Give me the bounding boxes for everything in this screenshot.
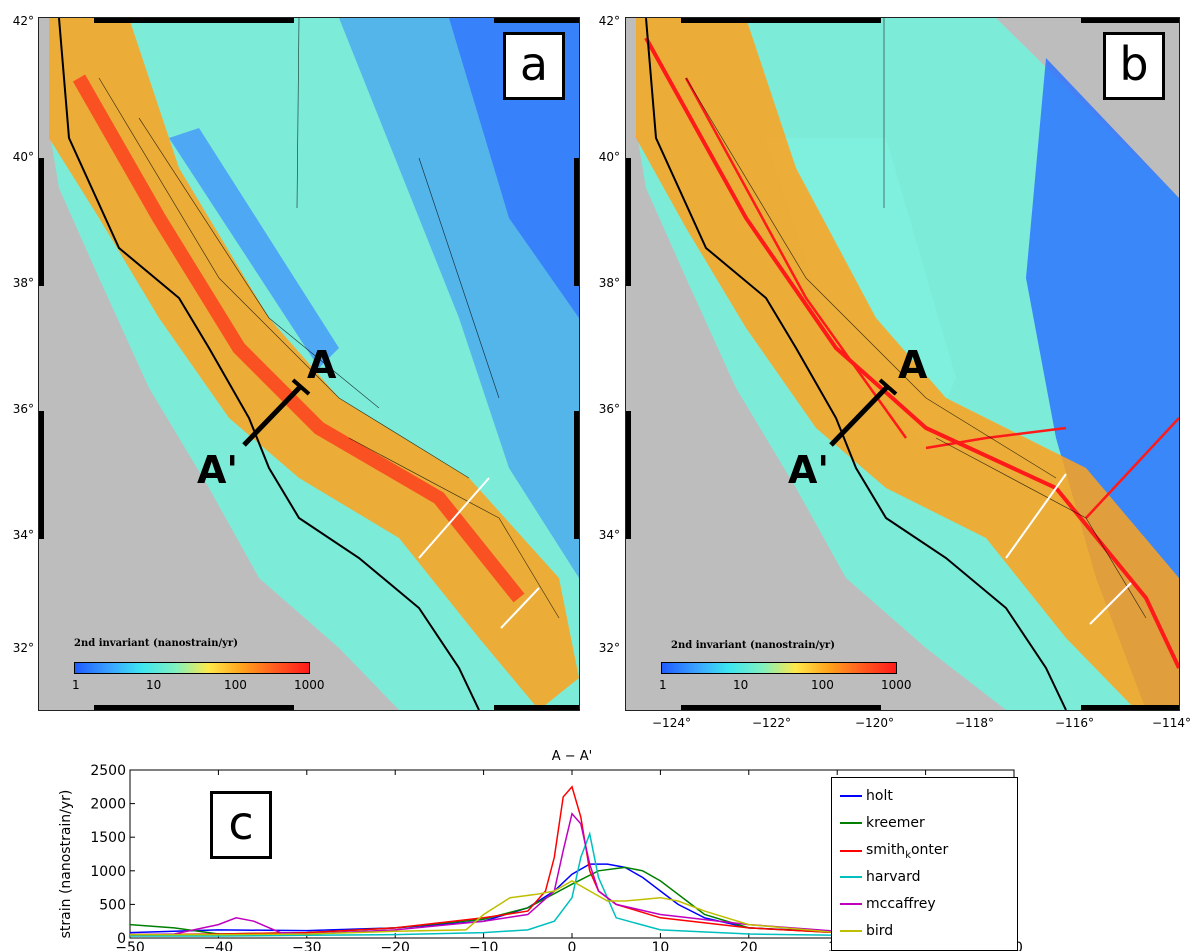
legend-item: mccaffrey [840,896,936,912]
frame-bar-bottom-1 [681,705,881,710]
y-tick-label: 500 [99,897,126,913]
frame-bar-right-1 [574,158,579,286]
chart-legend: holt kreemer smithkonter harvard mccaffrey bi… [831,777,1018,951]
frame-bar-left-1 [39,158,44,286]
colorbar-gradient [661,662,897,674]
series-line-mccaffrey [129,812,1015,936]
lon-label: −122° [752,716,791,730]
profile-label-end: A' [197,448,239,492]
x-tick-label: −40 [204,940,234,951]
map-panel-b: b A A' 2nd invariant (nanostrain/yr) 1 1… [625,17,1180,711]
lat-label: 32° [598,641,620,655]
legend-swatch [840,822,862,824]
frame-bar-right-2 [574,411,579,539]
x-tick-label: −30 [292,940,322,951]
frame-bar-left-2 [626,411,631,539]
y-tick-label: 1000 [90,864,126,880]
x-tick-label: 10 [651,940,669,951]
frame-bar-top-1 [94,18,294,23]
lat-label: 34° [12,528,34,542]
lat-label: 42° [12,14,34,28]
panel-letter-b: b [1103,32,1165,100]
chart-title: A − A' [552,749,593,764]
frame-bar-top-1 [681,18,881,23]
series-line-bird [130,880,1015,936]
legend-label: kreemer [866,815,925,831]
strain-map-b [636,18,1179,710]
colorbar-tick: 100 [811,678,834,692]
legend-swatch [840,876,862,878]
legend-swatch [840,795,862,797]
legend-item: kreemer [840,815,925,831]
panel-letter-a: a [503,32,565,100]
lon-label: −124° [652,716,691,730]
legend-item: harvard [840,869,920,885]
lon-label: −116° [1055,716,1094,730]
lon-label: −114° [1152,716,1191,730]
legend-label: mccaffrey [866,896,936,912]
x-tick-label: −50 [115,940,145,951]
y-axis-label: strain (nanostrain/yr) [58,790,74,939]
colorbar-tick: 10 [146,678,162,692]
lat-label: 42° [598,14,620,28]
strain-map-a [49,18,579,710]
lat-label: 32° [12,641,34,655]
lat-label: 40° [12,150,34,164]
map-panel-a: a A A' 2nd invariant (nanostrain/yr) 1 1… [38,17,580,711]
profile-chart: A − A' strain (nanostrain/yr) −50 −40 −30 −20… [58,749,1023,951]
legend-label: harvard [866,869,921,885]
colorbar-title: 2nd invariant (nanostrain/yr) [74,638,238,649]
colorbar-tick: 1000 [881,678,912,692]
lon-label: −120° [855,716,894,730]
y-tick-label: 2000 [90,797,126,813]
panel-letter-c: c [210,791,272,859]
legend-item: holt [840,788,893,804]
frame-bar-bottom-2 [1081,705,1179,710]
lat-label: 36° [598,402,620,416]
legend-swatch [840,930,862,932]
lat-label: 40° [598,150,620,164]
colorbar-tick: 100 [224,678,247,692]
legend-item: smithkonter [840,842,948,861]
lat-label: 38° [598,276,620,290]
frame-bar-bottom-2 [494,705,579,710]
profile-label-end: A' [788,448,830,492]
legend-label: holt [866,788,893,804]
frame-bar-bottom-1 [94,705,294,710]
series-line-harvard [130,831,1014,937]
lat-label: 36° [12,402,34,416]
y-tick-label: 1500 [90,830,126,846]
x-tick-label: 0 [568,940,577,951]
frame-bar-top-2 [494,18,579,23]
legend-swatch [840,903,862,905]
colorbar-tick: 1 [72,678,80,692]
legend-label: smithkonter [866,842,949,861]
colorbar-tick: 1000 [294,678,325,692]
legend-label: bird [866,923,894,939]
colorbar-gradient [74,662,310,674]
lat-label: 34° [598,528,620,542]
colorbar-tick: 10 [733,678,749,692]
lat-label: 38° [12,276,34,290]
y-tick-label: 0 [117,931,126,947]
frame-bar-top-2 [1081,18,1179,23]
frame-bar-left-2 [39,411,44,539]
colorbar-tick: 1 [659,678,667,692]
profile-label-start: A [307,343,337,387]
y-tick-label: 2500 [90,763,126,779]
series-line-smith-konter [129,785,1015,936]
x-tick-label: −20 [380,940,410,951]
profile-label-start: A [898,343,928,387]
legend-item: bird [840,923,893,939]
legend-swatch [840,850,862,853]
x-tick-label: −10 [469,940,499,951]
frame-bar-left-1 [626,158,631,286]
x-tick-label: 20 [740,940,758,951]
lon-label: −118° [955,716,994,730]
colorbar-title: 2nd invariant (nanostrain/yr) [671,640,835,651]
